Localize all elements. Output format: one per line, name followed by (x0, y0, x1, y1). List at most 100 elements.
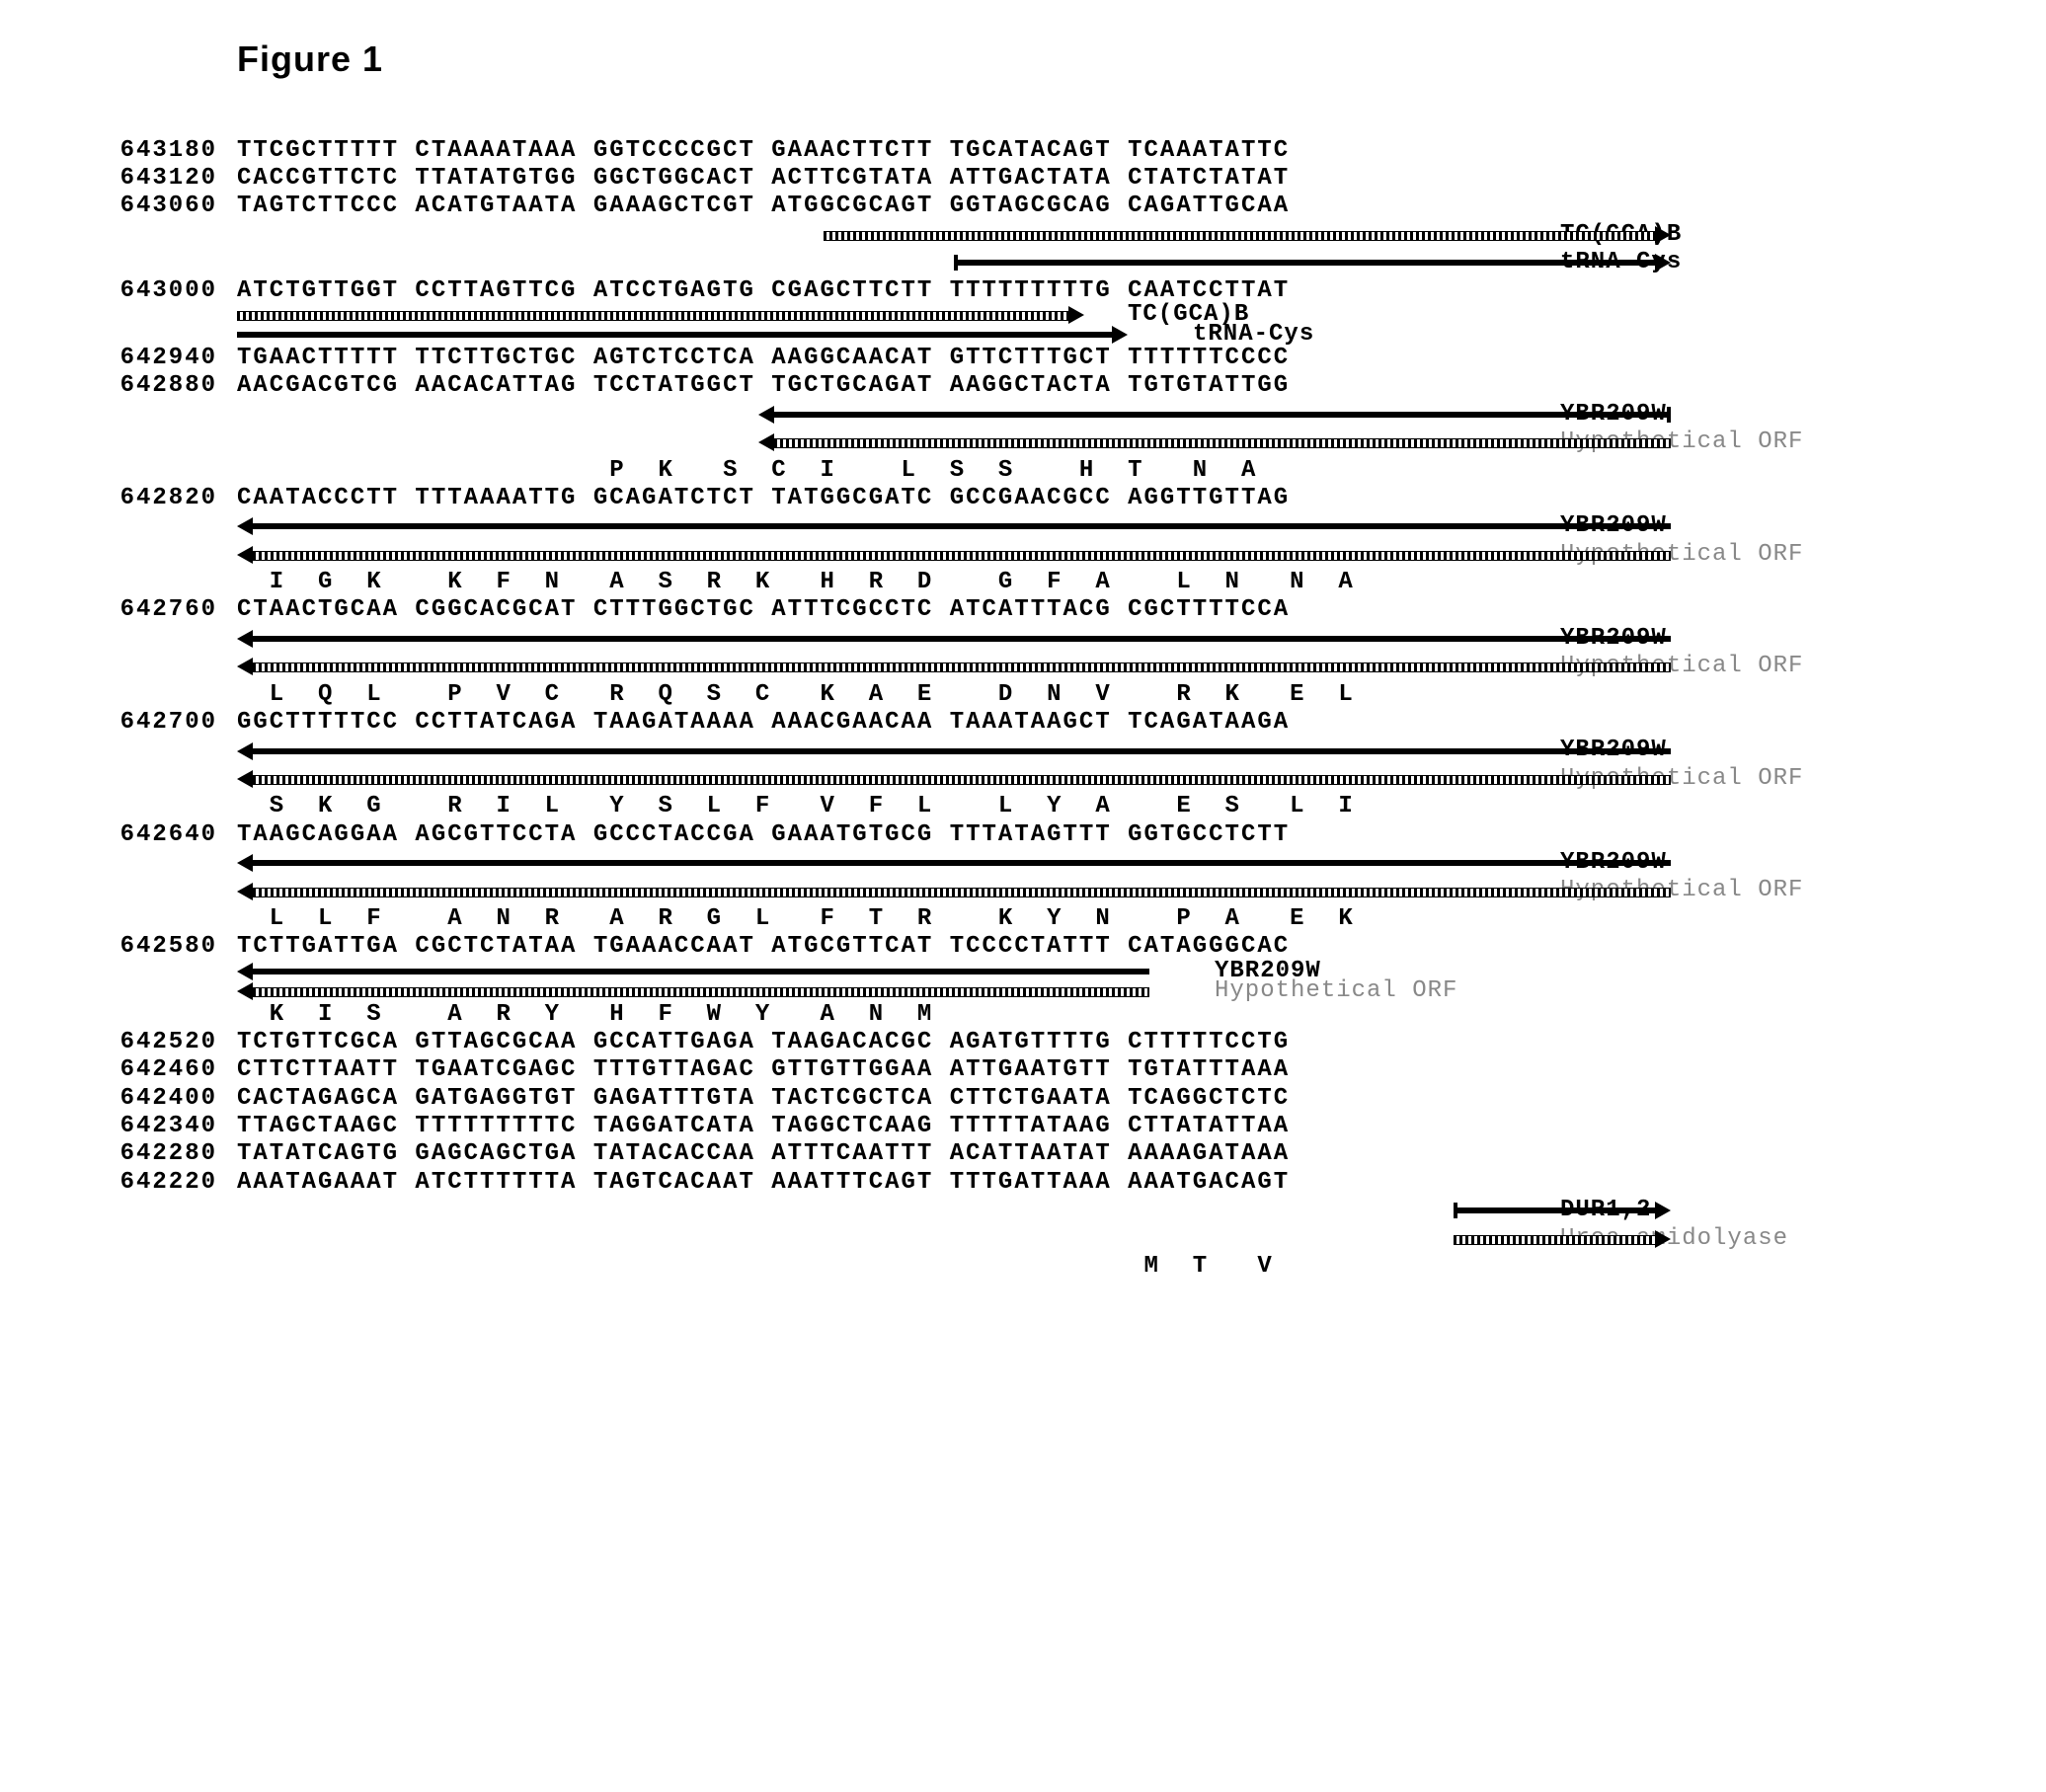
arrow-head-right-icon (1655, 226, 1671, 244)
feature-arrow-row: Hypothetical ORF (79, 429, 2007, 455)
sequence-row: 642460 CTTCTTAATT TGAATCGAGC TTTGTTAGAC G… (79, 1057, 2007, 1083)
amino-acid-row: L Q L P V C R Q S C K A E D N V R K E L (79, 682, 2007, 708)
feature-arrow-row: Hypothetical ORF (79, 878, 2007, 903)
feature-arrow-row: YBR209W (79, 850, 2007, 876)
feature-arrow-row: Urea amidolyase (79, 1226, 2007, 1252)
position-label: 642460 (79, 1057, 217, 1083)
arrow-head-right-icon (1112, 326, 1128, 344)
arrow-track (237, 742, 1540, 760)
position-label: 642760 (79, 597, 217, 623)
amino-acid-row: I G K K F N A S R K H R D G F A L N N A (79, 570, 2007, 595)
position-label: 643180 (79, 138, 217, 164)
arrow-track (237, 854, 1540, 872)
arrow-track (237, 770, 1540, 788)
nucleotide-groups: CTAACTGCAA CGGCACGCAT CTTTGGCTGC ATTTCGC… (237, 597, 1540, 623)
position-label: 642580 (79, 934, 217, 960)
feature-arrow-solid (253, 523, 1671, 529)
feature-arrow-row: Hypothetical ORF (79, 766, 2007, 792)
nucleotide-groups: TCTTGATTGA CGCTCTATAA TGAAACCAAT ATGCGTT… (237, 934, 1540, 960)
feature-arrow-hatched (774, 438, 1671, 448)
arrow-track (237, 517, 1540, 535)
arrow-track: TC(GCA)B (237, 306, 1540, 324)
sequence-row: 642280TATATCAGTG GAGCAGCTGA TATACACCAA A… (79, 1141, 2007, 1167)
position-label: 642340 (79, 1114, 217, 1139)
sequence-row: 642760 CTAACTGCAA CGGCACGCAT CTTTGGCTGC A… (79, 597, 2007, 623)
nucleotide-groups: CACCGTTCTC TTATATGTGG GGCTGGCACT ACTTCGT… (237, 166, 1540, 192)
feature-arrow-row: YBR209W (79, 738, 2007, 763)
nucleotide-groups: TAGTCTTCCC ACATGTAATA GAAAGCTCGT ATGGCGC… (237, 194, 1540, 219)
nucleotide-groups: GGCTTTTTCC CCTTATCAGA TAAGATAAAA AAACGAA… (237, 710, 1540, 736)
nucleotide-groups: CACTAGAGCA GATGAGGTGT GAGATTTGTA TACTCGC… (237, 1086, 1540, 1112)
nucleotide-groups: CTTCTTAATT TGAATCGAGC TTTGTTAGAC GTTGTTG… (237, 1057, 1540, 1083)
sequence-row: 642580 TCTTGATTGA CGCTCTATAA TGAAACCAAT A… (79, 934, 2007, 960)
amino-acid-row: M T V (79, 1254, 2007, 1280)
arrow-head-left-icon (237, 963, 253, 980)
nucleotide-groups: CAATACCCTT TTTAAAATTG GCAGATCTCT TATGGCG… (237, 486, 1540, 511)
position-label: 642640 (79, 822, 217, 848)
feature-arrow-hatched (253, 662, 1671, 672)
feature-arrow-solid (774, 412, 1671, 418)
nucleotide-groups: TTAGCTAAGC TTTTTTTTTC TAGGATCATA TAGGCTC… (237, 1114, 1540, 1139)
arrow-head-left-icon (237, 982, 253, 1000)
arrow-head-left-icon (237, 883, 253, 900)
nucleotide-groups: TAAGCAGGAA AGCGTTCCTA GCCCTACCGA GAAATGT… (237, 822, 1540, 848)
sequence-row: 642400 CACTAGAGCA GATGAGGTGT GAGATTTGTA T… (79, 1086, 2007, 1112)
nucleotide-groups: TTCGCTTTTT CTAAAATAAA GGTCCCCGCT GAAACTT… (237, 138, 1540, 164)
arrow-track (237, 254, 1540, 272)
feature-label: tRNA-Cys (1193, 322, 1314, 348)
feature-arrow-row: YBR209W (79, 402, 2007, 428)
arrow-head-right-icon (1068, 306, 1084, 324)
amino-acid-sequence: M T V (237, 1254, 1540, 1280)
arrow-track (237, 883, 1540, 900)
feature-arrow-row: Hypothetical ORF (79, 654, 2007, 679)
amino-acid-sequence: L L F A N R A R G L F T R K Y N P A E K (237, 906, 1540, 932)
feature-arrow-solid (1454, 1208, 1655, 1213)
feature-arrow-hatched (253, 987, 1149, 997)
figure-title: Figure 1 (237, 39, 2007, 79)
feature-arrow-hatched (253, 551, 1671, 561)
sequence-row: 642820 CAATACCCTT TTTAAAATTG GCAGATCTCT T… (79, 486, 2007, 511)
arrow-track (237, 658, 1540, 675)
position-label: 642520 (79, 1030, 217, 1055)
feature-arrow-solid (237, 332, 1112, 338)
sequence-row: 642220AAATAGAAAT ATCTTTTTTA TAGTCACAAT A… (79, 1170, 2007, 1196)
nucleotide-groups: TATATCAGTG GAGCAGCTGA TATACACCAA ATTTCAA… (237, 1141, 1540, 1167)
sequence-row: 643060 TAGTCTTCCC ACATGTAATA GAAAGCTCGT A… (79, 194, 2007, 219)
amino-acid-row: S K G R I L Y S L F V F L L Y A E S L I (79, 794, 2007, 819)
feature-arrow-solid (253, 969, 1149, 974)
arrow-head-left-icon (758, 406, 774, 424)
arrow-track (237, 546, 1540, 564)
feature-arrow-row: tRNA-Cys (79, 250, 2007, 275)
arrow-track (237, 433, 1540, 451)
sequence-row: 642520TCTGTTCGCA GTTAGCGCAA GCCATTGAGA T… (79, 1030, 2007, 1055)
arrow-head-left-icon (237, 630, 253, 648)
arrow-head-left-icon (237, 658, 253, 675)
arrow-track (237, 1202, 1540, 1219)
feature-arrow-hatched (237, 311, 1068, 321)
arrow-head-right-icon (1655, 1230, 1671, 1248)
amino-acid-sequence: P K S C I L S S H T N A (237, 458, 1540, 484)
sequence-row: 642880AACGACGTCG AACACATTAG TCCTATGGCT T… (79, 373, 2007, 399)
arrow-track (237, 226, 1540, 244)
position-label: 642820 (79, 486, 217, 511)
arrow-track (237, 406, 1540, 424)
nucleotide-groups: ATCTGTTGGT CCTTAGTTCG ATCCTGAGTG CGAGCTT… (237, 278, 1540, 304)
amino-acid-row: K I S A R Y H F W Y A N M (79, 1002, 2007, 1028)
position-label: 643120 (79, 166, 217, 192)
amino-acid-sequence: K I S A R Y H F W Y A N M (237, 1002, 1540, 1028)
position-label: 642400 (79, 1086, 217, 1112)
sequence-row: 643180 TTCGCTTTTT CTAAAATAAA GGTCCCCGCT G… (79, 138, 2007, 164)
feature-arrow-hatched (824, 231, 1655, 241)
amino-acid-sequence: L Q L P V C R Q S C K A E D N V R K E L (237, 682, 1540, 708)
arrow-head-left-icon (237, 770, 253, 788)
feature-arrow-row: TC(GCA)B (79, 222, 2007, 248)
position-label: 643060 (79, 194, 217, 219)
nucleotide-groups: AACGACGTCG AACACATTAG TCCTATGGCT TGCTGCA… (237, 373, 1540, 399)
feature-arrow-row: DUR1,2 (79, 1198, 2007, 1223)
position-label: 643000 (79, 278, 217, 304)
feature-arrow-hatched (253, 775, 1671, 785)
feature-arrow-hatched (253, 888, 1671, 897)
feature-arrow-row: Hypothetical ORF (79, 982, 2007, 1000)
amino-acid-row: L L F A N R A R G L F T R K Y N P A E K (79, 906, 2007, 932)
feature-arrow-row: YBR209W (79, 626, 2007, 652)
